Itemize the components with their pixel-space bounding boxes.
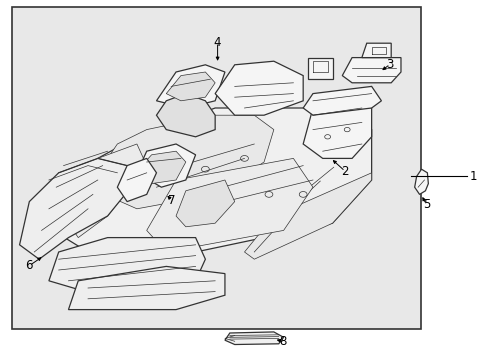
Polygon shape	[215, 61, 303, 115]
Polygon shape	[156, 65, 224, 108]
Polygon shape	[166, 72, 215, 101]
Text: 5: 5	[422, 198, 429, 211]
Polygon shape	[307, 58, 332, 79]
Text: 2: 2	[341, 165, 348, 178]
Text: 8: 8	[278, 335, 286, 348]
Polygon shape	[414, 169, 427, 194]
Polygon shape	[20, 158, 137, 259]
Polygon shape	[244, 173, 371, 259]
Polygon shape	[59, 108, 371, 252]
Polygon shape	[88, 115, 273, 209]
Text: 3: 3	[386, 58, 393, 71]
Polygon shape	[68, 266, 224, 310]
Polygon shape	[117, 158, 156, 202]
Polygon shape	[49, 238, 205, 295]
Polygon shape	[176, 180, 234, 227]
Text: 1: 1	[468, 170, 476, 183]
Polygon shape	[156, 94, 215, 137]
Polygon shape	[137, 144, 195, 187]
Polygon shape	[303, 101, 371, 158]
Text: 4: 4	[213, 36, 221, 49]
Text: 7: 7	[168, 194, 176, 207]
Text: 6: 6	[25, 259, 33, 272]
Polygon shape	[142, 151, 185, 184]
Bar	[12, 7, 420, 329]
Polygon shape	[361, 43, 390, 58]
Polygon shape	[224, 332, 283, 345]
Polygon shape	[342, 58, 400, 83]
Polygon shape	[146, 158, 312, 252]
Polygon shape	[68, 144, 146, 238]
Polygon shape	[303, 86, 381, 115]
